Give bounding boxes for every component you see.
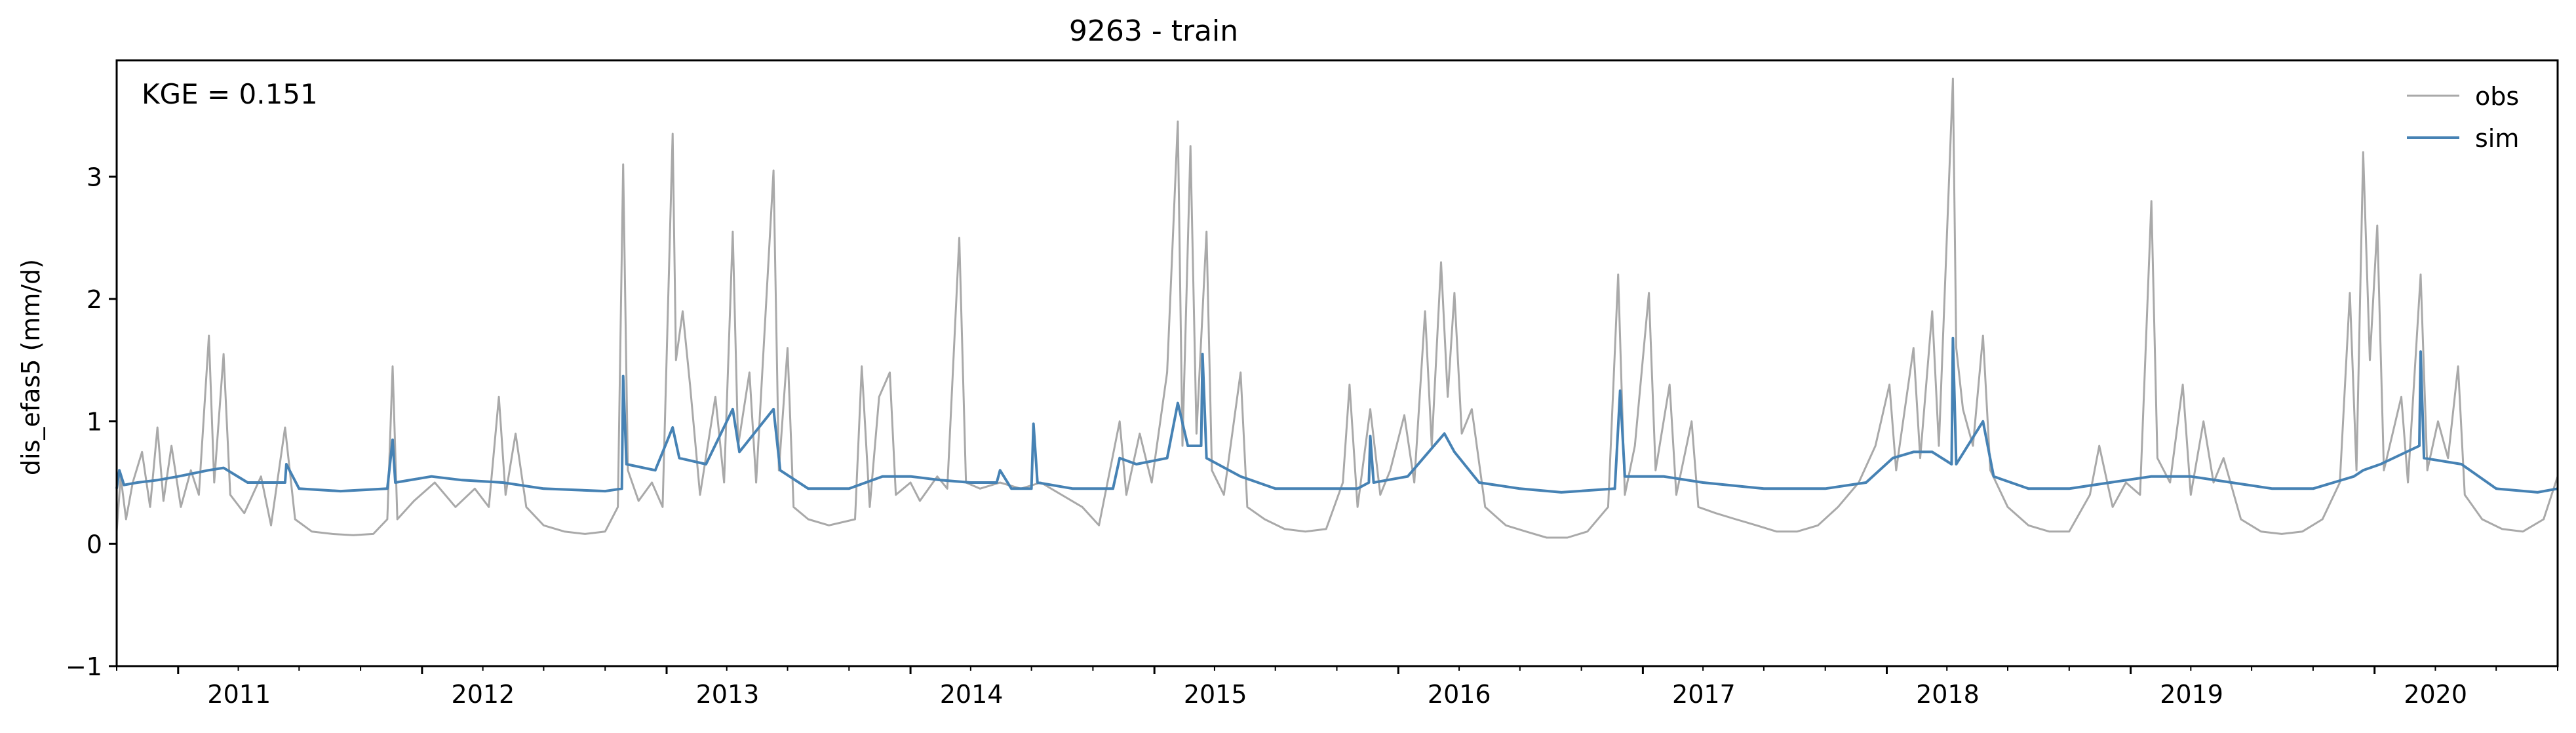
y-tick-label: −1 (66, 652, 102, 681)
y-tick-label: 0 (87, 530, 102, 559)
y-tick-label: 2 (87, 285, 102, 314)
legend-label-sim: sim (2475, 124, 2519, 153)
x-tick-label: 2013 (696, 680, 760, 709)
y-tick-label: 3 (87, 163, 102, 191)
x-tick-label: 2016 (1428, 680, 1491, 709)
chart-title: 9263 - train (1069, 14, 1238, 48)
legend: obs sim (2407, 82, 2519, 153)
series-line-obs (115, 77, 2559, 539)
y-axis-label: dis_efas5 (mm/d) (16, 259, 45, 475)
x-tick-label: 2011 (207, 680, 271, 709)
x-tick-label: 2020 (2404, 680, 2467, 709)
series-line-sim (115, 336, 2558, 494)
y-tick-label: 1 (87, 408, 102, 437)
series-layer (115, 77, 2559, 539)
x-tick-label: 2017 (1672, 680, 1736, 709)
x-tick-label: 2019 (2160, 680, 2223, 709)
y-axis: −1 0 1 2 3 (66, 163, 117, 681)
kge-annotation: KGE = 0.151 (142, 78, 318, 110)
x-tick-label: 2012 (452, 680, 515, 709)
x-axis: 2011 2012 2013 2014 2015 2016 2017 2018 2019 2020 (116, 666, 2558, 709)
x-tick-label: 2018 (1916, 680, 1980, 709)
legend-label-obs: obs (2475, 82, 2519, 111)
x-tick-label: 2015 (1184, 680, 1247, 709)
x-tick-label: 2014 (940, 680, 1004, 709)
